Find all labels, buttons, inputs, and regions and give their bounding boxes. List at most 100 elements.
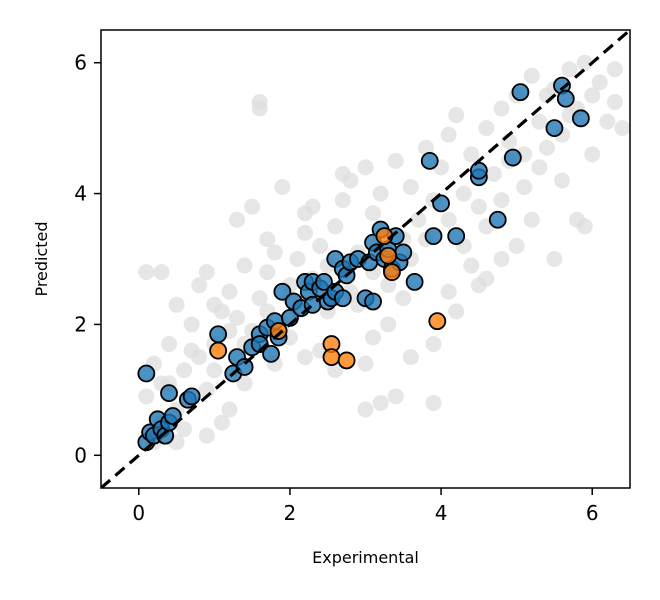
series-1-point <box>333 289 352 308</box>
background-point <box>357 159 374 176</box>
series-2-point <box>379 246 398 265</box>
x-tick-label: 4 <box>435 501 448 525</box>
series-2-point <box>322 348 341 367</box>
background-point <box>229 309 246 326</box>
background-point <box>198 264 215 281</box>
series-1-point <box>469 161 488 180</box>
series-2-point <box>209 341 228 360</box>
background-point <box>440 211 457 228</box>
background-point <box>357 355 374 372</box>
y-tick-label: 6 <box>74 51 87 75</box>
background-point <box>440 126 457 143</box>
background-point <box>485 165 502 182</box>
background-point <box>198 427 215 444</box>
background-point <box>312 237 329 254</box>
series-2-point <box>428 312 447 331</box>
background-point <box>410 211 427 228</box>
background-point <box>576 54 593 71</box>
background-point <box>387 388 404 405</box>
background-point <box>236 257 253 274</box>
background-point <box>206 362 223 379</box>
x-tick-label: 6 <box>586 501 599 525</box>
background-point <box>463 257 480 274</box>
background-point <box>493 100 510 117</box>
background-point <box>274 179 291 196</box>
series-1-point <box>503 148 522 167</box>
series-1-point <box>262 344 280 363</box>
background-point <box>357 401 374 418</box>
series-1-point <box>364 292 382 311</box>
background-point <box>183 316 200 333</box>
series-1-point <box>420 151 439 170</box>
background-point <box>334 192 351 209</box>
background-point <box>334 165 351 182</box>
background-point <box>176 421 193 438</box>
background-point <box>236 375 253 392</box>
background-point <box>576 218 593 235</box>
background-point <box>470 198 487 215</box>
series-1-point <box>137 364 156 383</box>
background-point <box>221 401 238 418</box>
y-tick-label: 0 <box>74 443 87 467</box>
series-1-point <box>545 119 564 138</box>
background-point <box>266 244 283 261</box>
series-1-point <box>160 384 178 403</box>
background-point <box>297 224 314 241</box>
series-1-point <box>315 272 333 291</box>
series-2-point <box>269 322 288 340</box>
background-point <box>176 362 193 379</box>
background-point <box>289 251 306 267</box>
background-point <box>161 336 178 353</box>
y-axis-label: Predicted <box>32 221 51 296</box>
background-point <box>395 290 412 307</box>
x-tick-label: 0 <box>132 501 145 525</box>
background-point <box>440 283 457 300</box>
background-point <box>448 303 465 320</box>
background-point <box>380 316 397 333</box>
background-point <box>365 329 382 346</box>
background-point <box>402 179 419 196</box>
background-point <box>138 264 155 281</box>
background-point <box>606 93 623 110</box>
background-point <box>561 61 578 78</box>
series-1-point <box>405 272 424 291</box>
series-1-point <box>447 227 466 246</box>
background-point <box>259 231 276 248</box>
background-point <box>523 211 540 228</box>
series-1-point <box>209 325 228 344</box>
y-tick-label: 2 <box>74 312 87 336</box>
background-point <box>531 113 548 130</box>
x-tick-label: 2 <box>284 501 297 525</box>
background-point <box>425 336 442 353</box>
background-point <box>493 192 510 209</box>
background-point <box>531 159 548 176</box>
points-layer <box>137 54 630 452</box>
background-point <box>244 198 261 215</box>
background-point <box>508 237 525 254</box>
background-point <box>327 362 344 379</box>
series-1-point <box>424 227 443 246</box>
ticks-layer: 0 2 4 6 0 2 4 6 <box>74 51 598 525</box>
series-2-point <box>383 263 401 281</box>
background-point <box>221 283 238 300</box>
background-point <box>599 113 616 130</box>
background-point <box>493 251 510 267</box>
background-point <box>251 93 268 110</box>
series-2-point <box>337 351 356 370</box>
background-point <box>138 388 155 405</box>
background-point <box>251 290 268 307</box>
background-point <box>372 394 389 411</box>
background-point <box>478 120 495 137</box>
background-point <box>327 218 344 235</box>
background-point <box>191 277 208 294</box>
background-point <box>455 185 472 202</box>
background-point <box>614 120 630 137</box>
background-point <box>470 277 487 294</box>
y-tick-label: 4 <box>74 182 87 206</box>
series-1-point <box>182 387 201 406</box>
series-1-point <box>273 282 292 301</box>
background-point <box>448 107 465 124</box>
background-point <box>380 277 397 294</box>
background-point <box>229 211 246 228</box>
